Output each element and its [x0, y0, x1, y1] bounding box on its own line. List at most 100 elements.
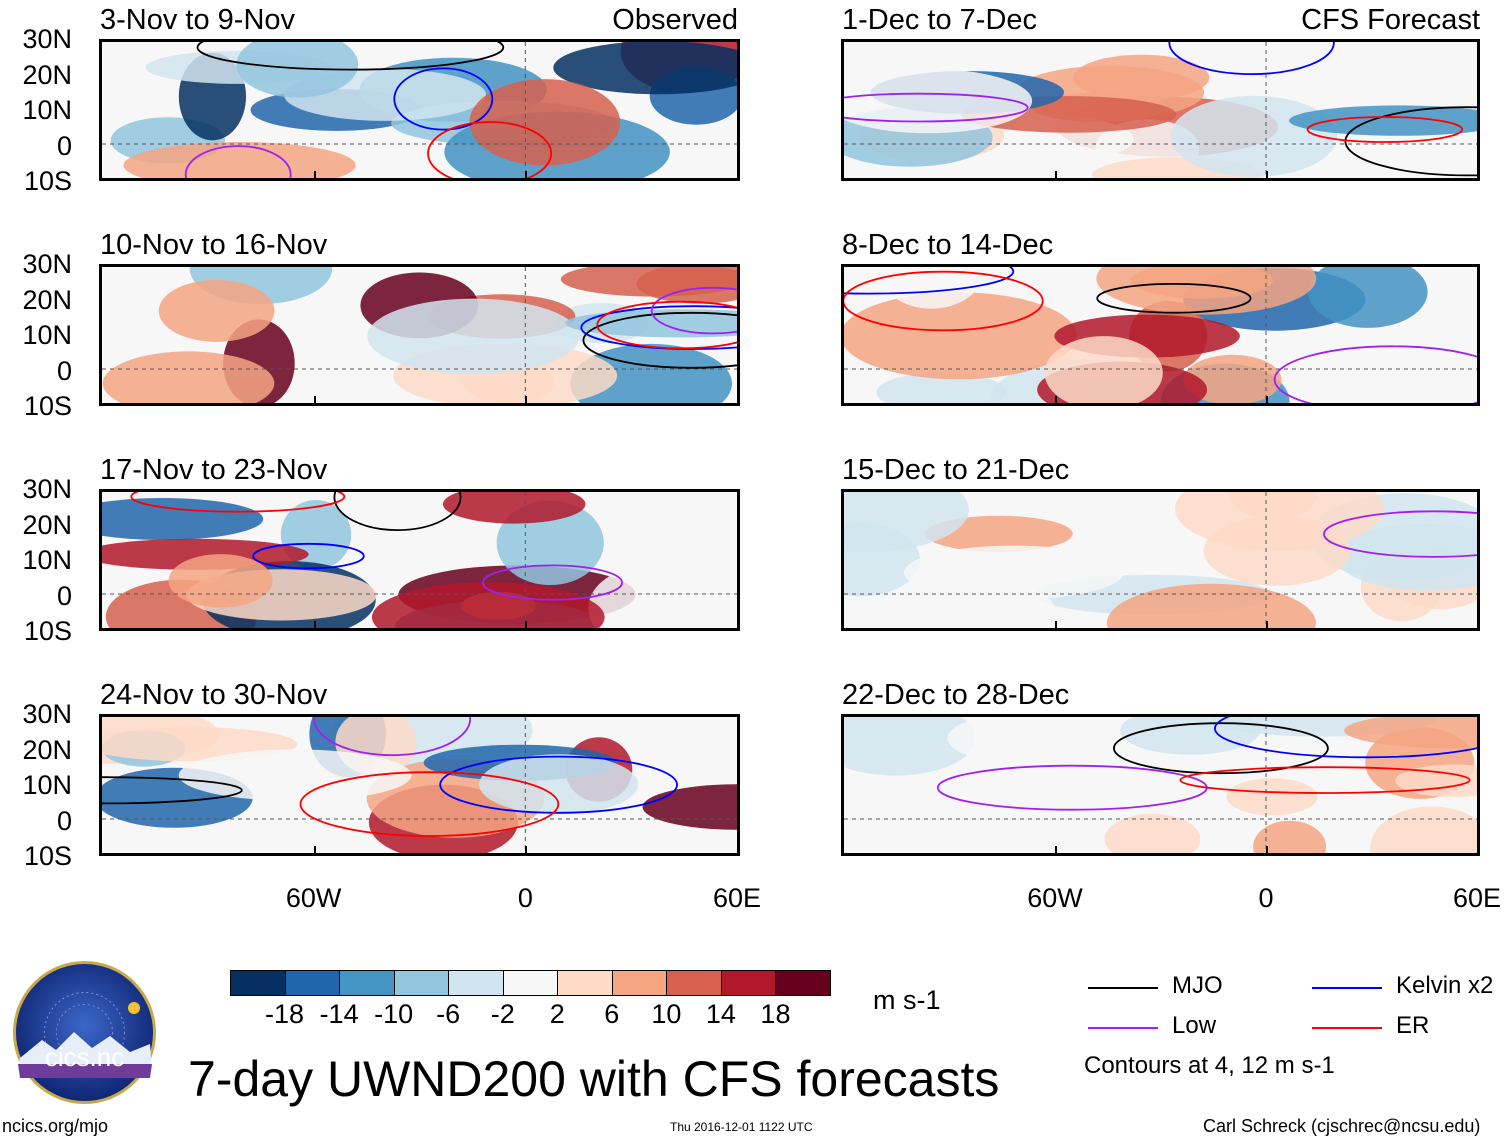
anomaly-blob	[1253, 820, 1327, 853]
anomaly-blob	[844, 523, 921, 597]
anomaly-blob	[903, 545, 1124, 600]
x-tick-label: 0	[1258, 883, 1274, 913]
anomaly-blob	[1073, 54, 1210, 101]
contour-kelvin-x2	[844, 267, 1015, 295]
contour-mjo	[1344, 106, 1477, 177]
anomaly-field	[102, 42, 737, 178]
anomaly-blob	[1289, 105, 1477, 136]
anomaly-blob	[1096, 267, 1317, 315]
colorbar-swatch	[775, 970, 831, 996]
contour-kelvin-x2	[580, 305, 737, 350]
colorbar-tick-label: -6	[436, 999, 461, 1029]
anomaly-blob	[1120, 717, 1261, 755]
panel-title: 24-Nov to 30-Nov	[100, 679, 328, 711]
colorbar-units: m s-1	[873, 985, 941, 1015]
colorbar-tick-label: -14	[319, 999, 359, 1029]
anomaly-field	[844, 492, 1477, 628]
anomaly-field	[844, 717, 1477, 853]
x-tick-mark	[1477, 396, 1479, 406]
x-tick-mark	[525, 621, 528, 631]
panel-title: 8-Dec to 14-Dec	[842, 229, 1054, 261]
x-tick-label: 60E	[1452, 883, 1502, 913]
anomaly-blob	[844, 717, 976, 776]
logo-text: cics.nc	[45, 1042, 124, 1072]
y-tick-label: 10S	[23, 391, 72, 421]
legend-label: Low	[1172, 1012, 1217, 1039]
anomaly-blob	[367, 298, 580, 375]
colorbar-swatch	[339, 970, 395, 996]
colorbar-swatch	[557, 970, 613, 996]
anomaly-blob	[947, 717, 1070, 762]
x-tick-mark	[313, 846, 316, 856]
anomaly-blob	[1106, 583, 1316, 628]
cics-logo: cics.nc	[12, 960, 157, 1105]
legend-line	[1312, 1027, 1382, 1029]
map-panel	[99, 714, 740, 856]
y-tick-label: 10S	[23, 616, 72, 646]
anomaly-blob	[1183, 354, 1282, 403]
anomaly-blob	[1344, 717, 1477, 749]
x-tick-label: 60E	[712, 883, 762, 913]
anomaly-blob	[636, 267, 737, 304]
panel-title: 17-Nov to 23-Nov	[100, 454, 328, 486]
anomaly-blob	[642, 784, 737, 830]
y-tick-label: 0	[56, 130, 72, 161]
panel-title: 10-Nov to 16-Nov	[100, 229, 328, 261]
map-panel	[841, 714, 1480, 856]
panel-title: 15-Dec to 21-Dec	[842, 454, 1070, 486]
legend-label: ER	[1396, 1012, 1430, 1039]
contour-note: Contours at 4, 12 m s-1	[1084, 1052, 1335, 1079]
footer-credit: Carl Schreck (cjschrec@ncsu.edu)	[1203, 1116, 1481, 1136]
panel-title: 1-Dec to 7-Dec	[842, 4, 1038, 36]
colorbar-swatch	[230, 970, 286, 996]
legend-label: Kelvin x2	[1396, 972, 1494, 999]
map-panel	[841, 264, 1480, 406]
legend-line	[1088, 1027, 1158, 1029]
anomaly-blob	[442, 492, 586, 524]
x-tick-mark	[313, 396, 316, 406]
y-tick-label: 20N	[22, 59, 72, 90]
contour-mjo	[582, 311, 737, 369]
x-tick-mark	[1266, 396, 1268, 406]
footer-timestamp: Thu 2016-12-01 1122 UTC	[670, 1120, 813, 1134]
anomaly-blob	[1308, 267, 1428, 328]
contour-kelvin-x2	[252, 542, 365, 570]
legend-label: MJO	[1172, 972, 1223, 999]
footer-url[interactable]: ncics.org/mjo	[2, 1116, 109, 1136]
colorbar-tick-label: -2	[490, 999, 515, 1029]
cfs-forecast-label: CFS Forecast	[1301, 4, 1480, 36]
anomaly-blob	[102, 351, 275, 403]
x-tick-mark	[1477, 171, 1479, 181]
contour-er	[1306, 116, 1464, 143]
map-panel	[841, 489, 1480, 631]
contour-mjo	[333, 492, 462, 531]
colorbar-swatch	[720, 970, 777, 996]
contour-low	[313, 717, 472, 757]
contour-low	[844, 92, 1029, 123]
anomaly-blob	[877, 267, 986, 309]
legend-line	[1312, 987, 1382, 989]
y-tick-label: 10S	[23, 166, 72, 196]
contour-low	[1273, 345, 1477, 403]
y-tick-label: 0	[56, 355, 72, 386]
anomaly-blob	[1104, 813, 1201, 853]
y-tick-label: 30N	[22, 249, 72, 279]
colorbar-swatch	[393, 970, 450, 996]
x-tick-mark	[1055, 846, 1057, 856]
anomaly-blob	[1395, 764, 1477, 798]
x-tick-mark	[737, 846, 739, 856]
y-tick-label: 20N	[22, 509, 72, 540]
x-tick-mark	[1477, 846, 1479, 856]
x-tick-mark	[313, 171, 316, 181]
contour-kelvin-x2	[439, 755, 678, 814]
colorbar-tick-label: -18	[265, 999, 305, 1029]
anomaly-blob	[479, 754, 639, 815]
x-tick-mark	[525, 171, 528, 181]
x-tick-mark	[1266, 621, 1268, 631]
anomaly-blob	[1044, 336, 1163, 403]
observed-label: Observed	[612, 4, 738, 36]
y-tick-label: 20N	[22, 734, 72, 765]
anomaly-blob	[178, 749, 412, 801]
contour-low	[650, 286, 737, 335]
y-tick-label: 30N	[22, 474, 72, 504]
